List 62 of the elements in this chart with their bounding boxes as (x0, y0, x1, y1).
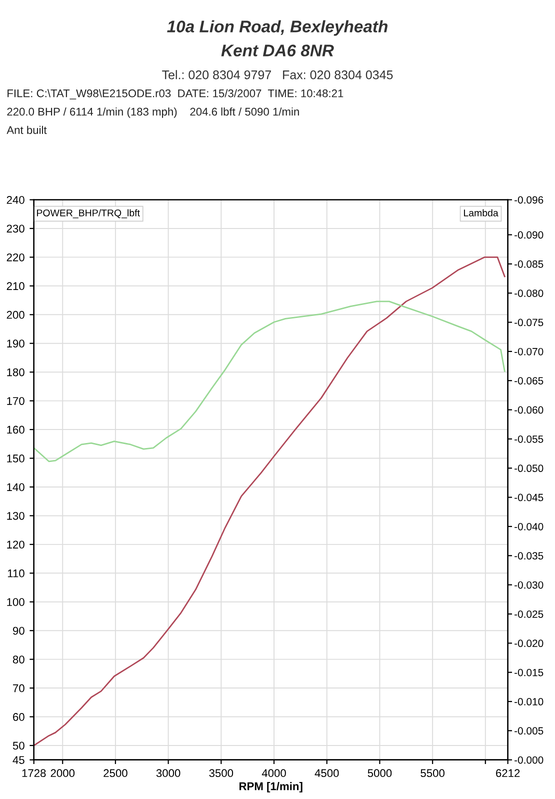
line-series (34, 256, 506, 746)
text: FILE: C:\TAT_W98\E215ODE.r03 DATE: 15/3/2007 TIME: 10:48:21 (8, 89, 344, 100)
y-tick-label: 210 (6, 282, 24, 290)
x-tick-label: 6212 (496, 769, 520, 778)
y2-tick-label: -0.035 (514, 552, 544, 560)
text: 10a Lion Road, Bexleyheath (167, 20, 388, 36)
y-tick-label: 220 (6, 253, 24, 262)
y-tick-label: 80 (12, 656, 24, 664)
y2-tick-label: -0.005 (514, 727, 544, 735)
y-tick-label: 120 (7, 540, 24, 549)
y2-tick-label: -0.060 (514, 406, 544, 414)
y2-tick-label: -0.055 (514, 435, 544, 443)
y-tick-label: 170 (7, 397, 24, 405)
y-tick-label: 100 (7, 598, 24, 606)
y-tick-label: 140 (7, 483, 24, 492)
y2-tick-label: -0.080 (514, 290, 544, 297)
y2-tick-label: -0.065 (514, 377, 544, 384)
y-tick-label: 50 (12, 742, 24, 750)
y2-tick-label: -0.010 (514, 698, 544, 706)
y2-tick-label: -0.075 (514, 318, 544, 326)
y-axis-title: POWER_BHP/TRQ_lbft (37, 209, 140, 218)
y2-tick-label: -0.096 (514, 196, 544, 204)
x-axis-title: RPM [1/min] (239, 782, 302, 792)
x-tick-label: 5500 (420, 769, 444, 778)
y-tick-label: 150 (7, 454, 24, 462)
line-series (34, 300, 506, 462)
y2-tick-label: -0.050 (514, 464, 544, 472)
y-tick-label: 45 (12, 756, 24, 764)
x-tick-label: 3500 (209, 769, 234, 778)
text: 220.0 BHP / 6114 1/min (183 mph) 204.6 lbft / 5090 1/min (7, 107, 299, 118)
y2-tick-label: -0.045 (514, 494, 544, 502)
y-tick-label: 200 (6, 310, 24, 319)
x-tick-label: 1728 (22, 769, 46, 778)
y-tick-label: 160 (7, 426, 24, 434)
x-tick-label: 4500 (314, 769, 339, 778)
x-tick-label: 3000 (156, 769, 180, 778)
text: Ant built (6, 126, 47, 134)
y2-tick-label: -0.000 (514, 756, 544, 764)
text: Kent DA6 8NR (221, 44, 334, 56)
y-tick-label: 70 (13, 684, 24, 692)
y2-axis-title: Lambda (464, 209, 498, 216)
y-tick-label: 190 (7, 340, 24, 348)
y-tick-label: 240 (6, 196, 24, 204)
y2-tick-label: -0.090 (514, 231, 544, 239)
y2-tick-label: -0.070 (514, 348, 544, 356)
x-tick-label: 2500 (104, 769, 128, 778)
y2-tick-label: -0.015 (514, 668, 544, 676)
y2-tick-label: -0.020 (514, 640, 544, 648)
y2-tick-label: -0.025 (514, 610, 544, 618)
y2-tick-label: -0.040 (514, 522, 544, 530)
text: Tel.: 020 8304 9797 Fax: 020 8304 0345 (162, 70, 393, 80)
x-tick-label: 2000 (50, 769, 75, 778)
y2-tick-label: -0.085 (514, 260, 544, 268)
x-tick-label: 4000 (262, 769, 286, 778)
y-tick-label: 180 (7, 368, 24, 376)
y2-tick-label: -0.030 (514, 581, 544, 589)
y-tick-label: 230 (6, 224, 24, 233)
y-tick-label: 90 (12, 626, 24, 635)
x-tick-label: 5000 (368, 769, 392, 778)
y-tick-label: 130 (7, 512, 24, 520)
y-tick-label: 60 (13, 713, 24, 721)
y-tick-label: 110 (8, 569, 24, 578)
